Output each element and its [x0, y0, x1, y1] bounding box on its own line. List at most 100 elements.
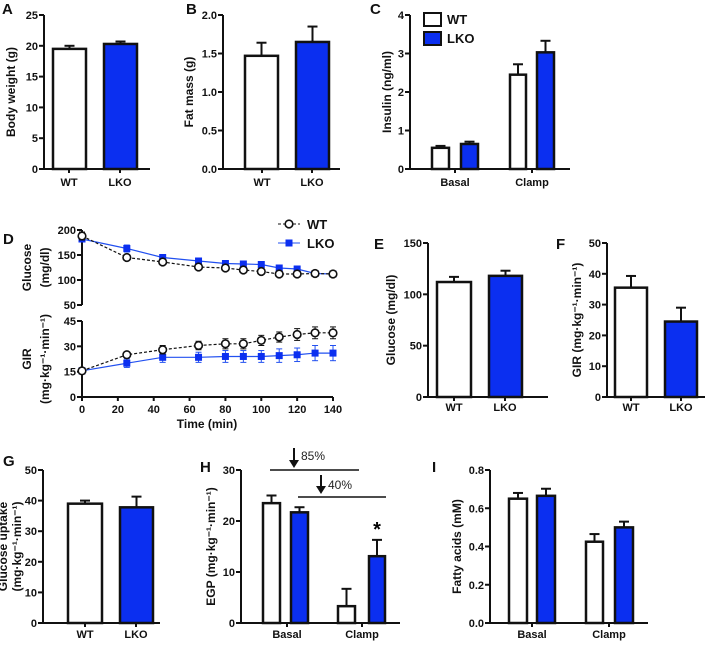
bar-lko-basal [459, 142, 480, 171]
panel-letter: F [556, 236, 565, 253]
legend-label-lko: LKO [447, 31, 474, 46]
panel-A: A 0 5 10 15 20 25 Body weight (g) WT LKO [2, 1, 150, 189]
panel-B-y-tick-label: 0.0 [202, 164, 217, 176]
legend-marker-wt [284, 219, 294, 229]
x-tick-label: 0 [79, 404, 85, 416]
x-tick-label: Basal [440, 177, 469, 189]
bar-lko [663, 320, 699, 399]
legend-swatch-lko [423, 31, 442, 46]
x-tick-label: Basal [517, 629, 546, 641]
x-tick-label: LKO [108, 177, 132, 189]
panel-A-y-label: Body weight (g) [4, 47, 18, 137]
panel-letter: G [3, 453, 15, 470]
annotation-40: 40% [328, 478, 352, 492]
panel-letter: I [432, 459, 436, 476]
bar-lko [118, 506, 155, 625]
panel-A-y-tick-label: 20 [26, 41, 38, 53]
panel-H-y-tick-label: 0 [229, 618, 235, 630]
data-point-wt [238, 265, 248, 275]
panel-I: I 0.0 0.2 0.4 0.6 0.8 Fatty acids (mM) Basal Cla… [432, 459, 648, 641]
data-point-wt [122, 350, 132, 360]
data-point-wt [77, 231, 87, 241]
panel-F-y-tick-label: 30 [589, 300, 601, 312]
panel-I-y-tick-label: 0.0 [469, 618, 484, 630]
panel-D-0-y-label: Glucose [20, 244, 34, 292]
significance-star: * [373, 519, 381, 541]
data-point-lko [293, 265, 301, 273]
bar-lko-clamp [367, 554, 387, 625]
bar-wt-clamp [336, 604, 357, 625]
panel-F-y-tick-label: 50 [589, 238, 601, 250]
panel-I-y-tick-label: 0.4 [469, 542, 485, 554]
x-tick-label: Clamp [515, 177, 549, 189]
legend-marker-lko [285, 239, 293, 247]
data-point-wt [274, 332, 284, 342]
bar-wt-basal [261, 501, 282, 625]
data-point-lko [195, 353, 203, 361]
data-point-lko [275, 352, 283, 360]
bar-wt-basal [507, 497, 529, 625]
data-point-wt [328, 328, 338, 338]
panel-G-y-label: Glucose uptake [0, 502, 10, 592]
bar-lko-clamp [613, 526, 635, 625]
panel-D-1-y-tick-label: 30 [64, 341, 76, 353]
panel-C: C 0 1 2 3 4 Insulin (ng/ml) Basal Clamp WT LKO [370, 1, 570, 189]
panel-C-y-tick-label: 4 [398, 10, 405, 22]
data-point-lko [311, 349, 319, 357]
data-point-wt [193, 262, 204, 272]
panel-B-y-tick-label: 2.0 [202, 10, 217, 22]
annotation-85: 85% [301, 449, 325, 463]
x-tick-label: Clamp [345, 629, 379, 641]
x-tick-label: Basal [272, 629, 301, 641]
panel-D-1-y-tick-label: 45 [64, 316, 76, 328]
down-arrow-icon [316, 486, 326, 494]
data-point-wt [193, 340, 204, 351]
down-arrow-icon [289, 460, 299, 468]
data-point-wt [274, 269, 284, 279]
panel-A-y-tick-label: 15 [26, 72, 38, 84]
panel-D-0-y-tick-label: 200 [58, 225, 76, 237]
bar-lko [102, 42, 139, 171]
panel-E-y-tick-label: 150 [404, 238, 422, 250]
bar-lko-basal [289, 511, 310, 625]
bar-wt [613, 286, 649, 399]
panel-F-y-tick-label: 10 [589, 361, 601, 373]
data-point-wt [256, 335, 266, 346]
data-point-lko [123, 245, 131, 252]
data-point-wt [220, 339, 231, 349]
bar-wt [66, 502, 104, 625]
panel-E-y-tick-label: 100 [404, 289, 422, 301]
x-tick-label: WT [253, 177, 270, 189]
panel-B-y-label: Fat mass (g) [182, 57, 196, 128]
panel-I-y-tick-label: 0.2 [469, 580, 484, 592]
panel-D-0-y-tick-label: 50 [64, 300, 76, 312]
panel-C-y-label: Insulin (ng/ml) [380, 51, 394, 133]
panel-B-y-tick-label: 0.5 [202, 126, 217, 138]
data-point-wt [292, 329, 302, 340]
x-tick-label: WT [60, 177, 77, 189]
bar-lko [487, 274, 524, 399]
panel-I-y-tick-label: 0.6 [469, 503, 484, 515]
panel-G-y-tick-label: 0 [31, 618, 37, 630]
panel-G-y-label: (mg·kg⁻¹·min⁻¹) [10, 502, 24, 592]
x-tick-label: 100 [252, 404, 270, 416]
data-point-lko [239, 352, 247, 360]
data-point-wt [238, 339, 248, 349]
panel-D-0-y-tick-label: 150 [58, 250, 76, 262]
panel-A-y-tick-label: 25 [26, 10, 38, 22]
panel-E-y-tick-label: 0 [416, 392, 422, 404]
legend-swatch-wt [423, 12, 442, 27]
data-point-wt [256, 266, 266, 277]
data-point-wt [292, 269, 302, 279]
data-point-wt [310, 268, 320, 279]
data-point-lko [195, 257, 203, 265]
panel-E: E 0 50 100 150 Glucose (mg/dl) WT LKO [374, 236, 548, 414]
panel-E-y-label: Glucose (mg/dl) [384, 275, 398, 366]
panel-F-y-label: GIR (mg·kg⁻¹·min⁻¹) [570, 263, 584, 378]
series-line-wt [81, 332, 333, 372]
panel-C-y-tick-label: 0 [398, 164, 404, 176]
panel-H-y-tick-label: 30 [223, 465, 235, 477]
data-point-wt [122, 252, 132, 263]
